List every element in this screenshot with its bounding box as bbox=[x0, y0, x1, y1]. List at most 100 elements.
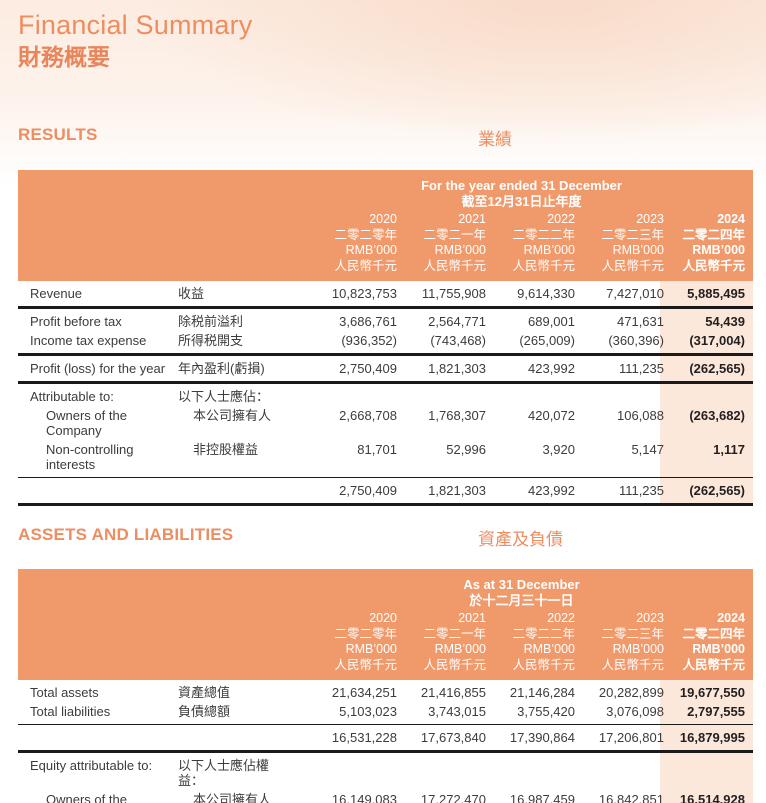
year-label: 2023 bbox=[636, 611, 664, 625]
table-rule bbox=[18, 750, 753, 753]
year-column-header-2022: 2022 二零二二年 RMB’000 人民幣千元 bbox=[486, 212, 575, 274]
cell-value: 5,885,495 bbox=[687, 286, 745, 301]
row-label-zh: 除税前溢利 bbox=[178, 314, 244, 329]
cell-value: 3,743,015 bbox=[428, 704, 486, 719]
cell-value: 106,088 bbox=[617, 408, 664, 423]
year-label-zh: 二零二零年 bbox=[334, 626, 397, 641]
year-label: 2020 bbox=[369, 611, 397, 625]
unit-label-zh: 人民幣千元 bbox=[682, 258, 745, 273]
unit-label: RMB’000 bbox=[345, 243, 397, 257]
cell-value: 17,272,470 bbox=[420, 792, 486, 803]
year-label-zh: 二零二一年 bbox=[423, 626, 486, 641]
header-spacer bbox=[18, 577, 290, 609]
cell-value: 16,842,851 bbox=[598, 792, 664, 803]
cell-value: 7,427,010 bbox=[606, 286, 664, 301]
year-column-header-2022: 2022 二零二二年 RMB’000 人民幣千元 bbox=[486, 611, 575, 673]
cell-value: 17,390,864 bbox=[509, 730, 575, 745]
year-label: 2022 bbox=[547, 212, 575, 226]
cell-value: 5,147 bbox=[631, 442, 664, 457]
unit-label: RMB’000 bbox=[612, 243, 664, 257]
year-label: 2023 bbox=[636, 212, 664, 226]
table-row: Income tax expense 所得税開支 (936,352) (743,468… bbox=[18, 331, 753, 353]
cell-value: 5,103,023 bbox=[339, 704, 397, 719]
table-row: 16,531,228 17,673,840 17,390,864 17,206,801… bbox=[18, 725, 753, 750]
year-label: 2022 bbox=[547, 611, 575, 625]
table-row: Revenue 收益 10,823,753 11,755,908 9,614,330 7,… bbox=[18, 281, 753, 306]
header-spacer bbox=[18, 611, 290, 673]
cell-value: 16,879,995 bbox=[679, 730, 745, 745]
table-row: 2,750,409 1,821,303 423,992 111,235 (262,565… bbox=[18, 478, 753, 503]
results-year-columns: 2020 二零二零年 RMB’000 人民幣千元 2021 二零二一年 RMB’000 人民幣… bbox=[18, 212, 753, 274]
results-heading-zh: 業績 bbox=[478, 130, 512, 149]
header-spacer bbox=[18, 212, 290, 274]
year-label-zh: 二零二二年 bbox=[512, 227, 575, 242]
cell-value: 1,821,303 bbox=[428, 361, 486, 376]
cell-value: 11,755,908 bbox=[421, 286, 486, 301]
row-label-zh: 收益 bbox=[178, 286, 205, 301]
unit-label-zh: 人民幣千元 bbox=[423, 258, 486, 273]
cell-value: 471,631 bbox=[617, 314, 664, 329]
unit-label: RMB’000 bbox=[692, 642, 745, 656]
cell-value: 689,001 bbox=[528, 314, 575, 329]
page-title-zh: 財務概要 bbox=[18, 44, 110, 70]
row-label-zh: 本公司擁有人 bbox=[193, 408, 272, 423]
cell-value: 423,992 bbox=[528, 361, 575, 376]
cell-value: (360,396) bbox=[608, 333, 664, 348]
table-rule bbox=[18, 503, 753, 506]
cell-value: 2,668,708 bbox=[339, 408, 397, 423]
unit-label-zh: 人民幣千元 bbox=[601, 258, 664, 273]
row-label-zh: 以下人士應佔權益： bbox=[178, 758, 270, 788]
row-label-zh: 所得税開支 bbox=[178, 333, 244, 348]
results-table-body: Revenue 收益 10,823,753 11,755,908 9,614,330 7,… bbox=[18, 281, 753, 506]
results-heading-en: RESULTS bbox=[18, 125, 98, 144]
row-label-zh: 年內盈利(虧損) bbox=[178, 361, 265, 376]
year-column-header-2023: 2023 二零二三年 RMB’000 人民幣千元 bbox=[575, 212, 664, 274]
page-title-en: Financial Summary bbox=[18, 10, 253, 40]
cell-value: (743,468) bbox=[430, 333, 486, 348]
table-row: Non-controlling interests 非控股權益 81,701 52,9… bbox=[18, 440, 753, 477]
row-label-zh: 以下人士應佔： bbox=[178, 389, 270, 404]
cell-value: 111,235 bbox=[618, 361, 664, 376]
cell-value: 19,677,550 bbox=[679, 685, 745, 700]
cell-value: 21,146,284 bbox=[509, 685, 575, 700]
row-label-en: Owners of the Company bbox=[46, 408, 127, 438]
cell-value: (262,565) bbox=[689, 483, 745, 498]
row-label-zh: 負債總額 bbox=[178, 704, 231, 719]
cell-value: 16,987,459 bbox=[509, 792, 575, 803]
table-row: Profit (loss) for the year 年內盈利(虧損) 2,750,… bbox=[18, 356, 753, 381]
row-label-en: Equity attributable to: bbox=[30, 758, 153, 773]
table-row: Total liabilities 負債總額 5,103,023 3,743,015 3… bbox=[18, 702, 753, 724]
year-label-zh: 二零二零年 bbox=[334, 227, 397, 242]
year-column-header-2024: 2024 二零二四年 RMB’000 人民幣千元 bbox=[664, 611, 753, 673]
row-label-en: Owners of the Company bbox=[46, 792, 127, 803]
table-rule bbox=[18, 724, 753, 725]
header-gradient-decoration bbox=[0, 0, 766, 185]
unit-label: RMB’000 bbox=[345, 642, 397, 656]
results-period-en: For the year ended 31 December bbox=[421, 178, 622, 193]
unit-label: RMB’000 bbox=[434, 642, 486, 656]
cell-value: 3,920 bbox=[542, 442, 575, 457]
unit-label: RMB’000 bbox=[523, 243, 575, 257]
cell-value: 52,996 bbox=[446, 442, 486, 457]
table-rule bbox=[18, 306, 753, 309]
table-row: Total assets 資產總值 21,634,251 21,416,855 21,1… bbox=[18, 680, 753, 702]
unit-label-zh: 人民幣千元 bbox=[334, 258, 397, 273]
cell-value: 16,149,083 bbox=[331, 792, 397, 803]
cell-value: 81,701 bbox=[357, 442, 397, 457]
cell-value: 111,235 bbox=[618, 483, 664, 498]
row-label-en: Non-controlling interests bbox=[46, 442, 134, 472]
assets-section-heading: ASSETS AND LIABILITIES 資產及負債 bbox=[18, 525, 753, 549]
unit-label: RMB’000 bbox=[523, 642, 575, 656]
year-label: 2024 bbox=[717, 611, 745, 625]
results-table: For the year ended 31 December 截至12月31日止… bbox=[18, 170, 753, 506]
unit-label-zh: 人民幣千元 bbox=[334, 657, 397, 672]
year-label-zh: 二零二四年 bbox=[682, 626, 745, 641]
row-label-en: Total liabilities bbox=[30, 704, 111, 719]
year-label-zh: 二零二二年 bbox=[512, 626, 575, 641]
unit-label: RMB’000 bbox=[692, 243, 745, 257]
page-title-block: Financial Summary 財務概要 bbox=[18, 0, 753, 73]
assets-liabilities-table: As at 31 December 於十二月三十一日 2020 二零二零年 RMB’… bbox=[18, 569, 753, 803]
cell-value: 2,797,555 bbox=[687, 704, 745, 719]
year-label-zh: 二零二三年 bbox=[601, 227, 664, 242]
